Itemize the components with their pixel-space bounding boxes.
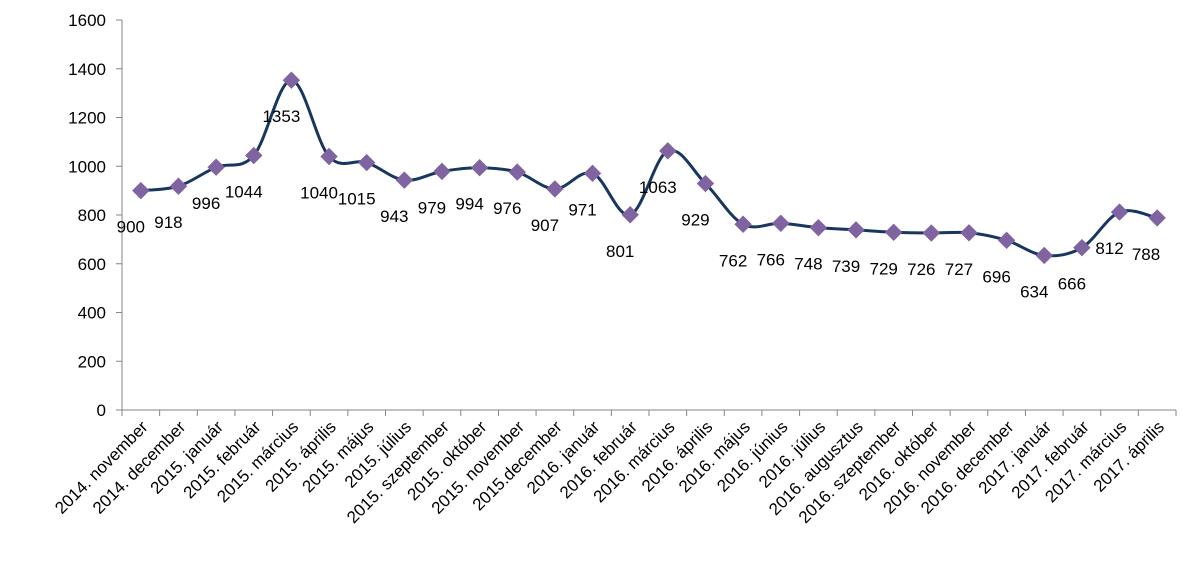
data-label: 918 — [154, 213, 182, 232]
y-tick-label: 0 — [97, 401, 106, 420]
data-label: 900 — [117, 218, 145, 237]
data-label: 729 — [869, 259, 897, 278]
data-point-marker — [508, 163, 526, 181]
data-point-marker — [245, 146, 263, 165]
y-axis-ticks: 0 200 400 600 800 1000 1200 1400 1600 — [68, 11, 122, 420]
data-point-marker — [696, 174, 715, 193]
data-label: 979 — [418, 198, 446, 217]
data-label: 996 — [192, 194, 220, 213]
data-point-marker — [207, 158, 225, 176]
data-point-marker — [1035, 246, 1053, 265]
data-label: 666 — [1058, 275, 1086, 294]
data-point-marker — [1148, 209, 1166, 227]
data-label: 1044 — [225, 183, 263, 202]
series-markers — [132, 71, 1166, 265]
y-tick-label: 800 — [78, 206, 106, 225]
data-label: 907 — [531, 216, 559, 235]
data-point-marker — [734, 215, 752, 233]
data-label: 788 — [1132, 245, 1160, 264]
data-label: 727 — [945, 260, 973, 279]
data-point-marker — [922, 224, 941, 242]
data-label: 812 — [1095, 239, 1123, 258]
data-point-marker — [659, 142, 677, 160]
data-label: 943 — [380, 207, 408, 226]
data-point-marker — [320, 147, 338, 166]
data-point-marker — [546, 180, 564, 198]
data-label: 994 — [455, 195, 483, 214]
data-label: 634 — [1020, 282, 1048, 301]
data-label: 748 — [794, 255, 822, 274]
data-point-marker — [433, 162, 451, 181]
data-point-marker — [997, 231, 1016, 250]
data-point-marker — [395, 171, 414, 189]
y-tick-label: 600 — [78, 255, 106, 274]
data-label: 801 — [606, 242, 634, 261]
data-point-marker — [357, 153, 376, 172]
data-point-marker — [772, 214, 790, 232]
data-label: 726 — [907, 260, 935, 279]
data-label: 1040 — [300, 184, 338, 203]
data-label: 696 — [982, 267, 1010, 286]
data-label: 1063 — [639, 178, 677, 197]
y-tick-label: 1200 — [68, 109, 106, 128]
data-label: 739 — [832, 257, 860, 276]
data-point-marker — [809, 218, 828, 237]
data-label: 766 — [757, 250, 785, 269]
data-point-marker — [169, 177, 188, 195]
data-point-marker — [583, 164, 602, 183]
data-point-marker — [470, 159, 489, 177]
data-label: 971 — [568, 200, 596, 219]
data-point-marker — [282, 71, 301, 89]
data-label: 1353 — [262, 107, 300, 126]
data-point-marker — [847, 221, 865, 239]
data-point-marker — [960, 224, 978, 242]
data-label: 929 — [681, 211, 709, 230]
data-point-marker — [1110, 203, 1129, 221]
data-point-marker — [132, 181, 150, 200]
data-label: 976 — [493, 199, 521, 218]
data-point-marker — [1073, 238, 1091, 257]
data-point-marker — [884, 223, 903, 242]
y-tick-label: 400 — [78, 304, 106, 323]
y-tick-label: 1600 — [68, 11, 106, 30]
data-label: 762 — [719, 251, 747, 270]
axes — [121, 20, 1176, 411]
data-label: 1015 — [338, 190, 376, 209]
y-tick-label: 1400 — [68, 60, 106, 79]
data-point-marker — [621, 206, 639, 224]
series-line — [140, 78, 1158, 258]
y-tick-label: 1000 — [68, 157, 106, 176]
y-tick-label: 200 — [78, 352, 106, 371]
